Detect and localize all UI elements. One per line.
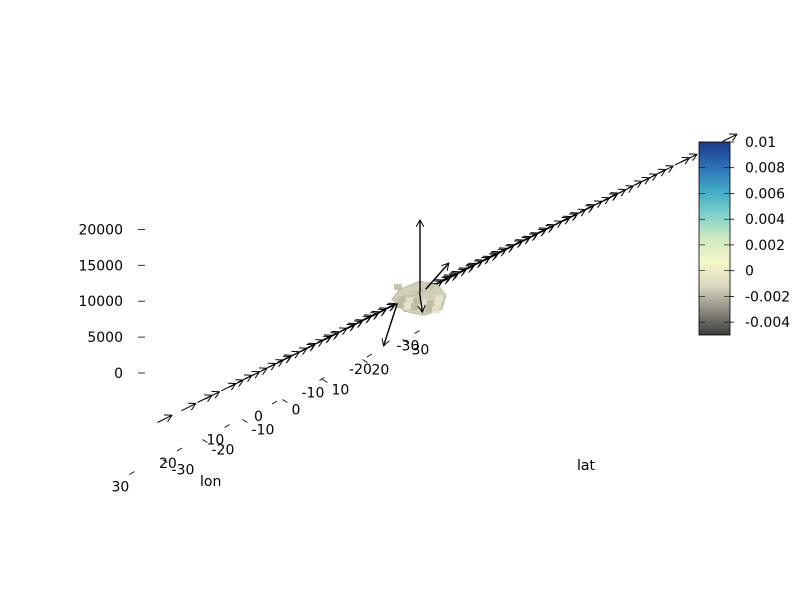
vector-arrow	[277, 355, 292, 363]
vector-arrow	[341, 324, 355, 332]
highlighted-vectors	[384, 220, 449, 346]
y-tick-mark	[162, 459, 168, 463]
vector-arrow	[317, 335, 332, 343]
vector-arrow	[722, 134, 737, 142]
vector-arrow	[237, 375, 252, 383]
vector-arrow	[221, 384, 235, 392]
z-tick-label: 10000	[78, 294, 123, 310]
vector-arrow	[357, 315, 372, 323]
x-tick-mark	[176, 447, 183, 452]
surface-cell	[403, 303, 411, 310]
vector-arrow	[157, 415, 172, 423]
x-tick-label: 10	[207, 433, 225, 449]
y-tick-label: 0	[292, 403, 301, 419]
highlight-arrow	[384, 302, 398, 346]
vector-arrow	[381, 304, 395, 312]
y-tick-mark	[322, 379, 328, 383]
x-tick-mark	[366, 353, 373, 358]
colorbar-tick-label: 0	[745, 264, 754, 280]
vector-arrow	[651, 170, 665, 178]
vector-arrow	[627, 181, 642, 189]
vector-arrow	[508, 240, 523, 248]
vector-field	[157, 134, 737, 423]
y-tick-label: 20	[372, 363, 390, 379]
vector-arrow	[579, 205, 594, 213]
vector-arrow	[484, 252, 499, 260]
y-tick-label: -20	[212, 443, 235, 459]
x-tick-label: -20	[349, 362, 372, 378]
colorbar-gradient	[698, 141, 731, 336]
vector-arrow	[301, 344, 315, 352]
y-tick-label: -10	[252, 423, 275, 439]
vector-arrow	[181, 404, 195, 412]
surface-cell	[398, 296, 406, 303]
colorbar: 0.01 0.008 0.006 0.004 0.002 0 -0.002 -0.004	[698, 135, 790, 336]
surface-cell	[410, 304, 418, 311]
x-tick-label: 30	[112, 480, 130, 496]
x-tick-label: -10	[302, 386, 325, 402]
vector-arrow	[261, 364, 275, 372]
z-tick-label: 5000	[87, 330, 123, 346]
x-axis-label: lon	[200, 474, 221, 490]
surface-cell	[396, 302, 404, 309]
colorbar-tick-label: 0.008	[745, 161, 785, 177]
z-axis-ticks: 0 5000 10000 15000 20000	[78, 222, 145, 382]
surface-blob	[391, 280, 447, 316]
colorbar-tick-label: -0.002	[745, 289, 790, 305]
surface-cell	[405, 297, 413, 304]
colorbar-tick-label: 0.004	[745, 212, 785, 228]
x-tick-mark	[319, 377, 325, 381]
x-tick-label: -30	[397, 339, 420, 355]
x-tick-label: 0	[254, 409, 263, 425]
surface-cell	[433, 301, 441, 308]
y-tick-label: -30	[172, 463, 195, 479]
z-tick-label: 0	[114, 366, 123, 382]
surface-cell	[426, 300, 434, 307]
vector-arrow	[556, 217, 570, 225]
z-tick-label: 20000	[78, 222, 123, 238]
x-tick-mark	[414, 330, 420, 334]
surface-cell	[424, 306, 432, 313]
surface-cell	[394, 284, 402, 291]
y-tick-label: 30	[412, 343, 430, 359]
surface-cell	[435, 295, 443, 302]
x-tick-mark	[129, 471, 135, 475]
surface-cell	[419, 299, 427, 306]
x-tick-mark	[224, 424, 230, 428]
colorbar-tick-label: 0.002	[745, 238, 785, 254]
surface-cell	[431, 307, 439, 314]
y-tick-mark	[362, 359, 368, 363]
y-axis-label: lat	[577, 458, 595, 474]
vector-arrow	[674, 158, 689, 166]
surface-cell	[412, 298, 420, 305]
x-tick-mark	[271, 400, 278, 405]
vector-arrow	[197, 395, 212, 403]
y-tick-mark	[202, 439, 208, 443]
z-tick-label: 15000	[78, 258, 123, 274]
vector-arrow	[603, 193, 618, 201]
y-tick-mark	[402, 339, 408, 343]
vector-arrow	[532, 228, 547, 236]
vector-arrow	[437, 275, 452, 283]
colorbar-tick-label: 0.006	[745, 187, 785, 203]
y-tick-mark	[282, 399, 288, 403]
colorbar-tick-label: -0.004	[745, 315, 790, 331]
colorbar-tick-label: 0.01	[745, 135, 776, 151]
highlight-arrow	[420, 292, 423, 312]
y-tick-mark	[242, 419, 248, 423]
highlight-arrow	[425, 263, 449, 290]
y-tick-label: 10	[332, 383, 350, 399]
vector-arrow	[461, 264, 475, 272]
